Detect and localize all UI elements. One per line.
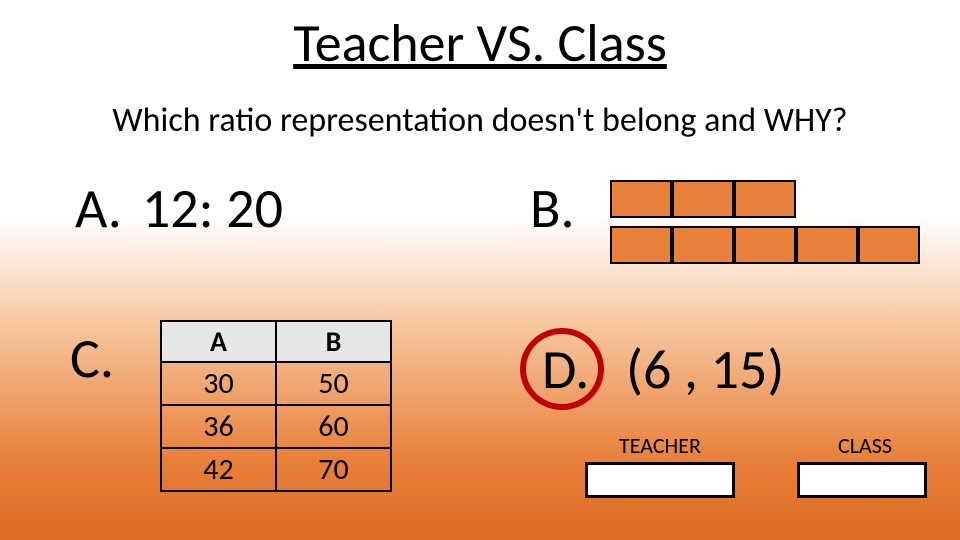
- bar-cell: [734, 226, 796, 264]
- option-d-value: (6 , 15): [626, 336, 784, 404]
- teacher-label: TEACHER: [560, 432, 760, 459]
- option-b-label[interactable]: B.: [530, 175, 575, 243]
- score-labels: TEACHER CLASS: [560, 432, 930, 459]
- class-score-input[interactable]: [797, 462, 927, 498]
- table-cell: 60: [276, 405, 391, 448]
- table-cell: 36: [161, 405, 276, 448]
- bar-cell: [610, 226, 672, 264]
- option-c-table[interactable]: AB 305036604270: [160, 320, 392, 492]
- bar-row-1: [610, 180, 920, 218]
- bar-cell: [796, 226, 858, 264]
- class-label: CLASS: [800, 432, 930, 459]
- option-b-bars[interactable]: [610, 180, 920, 272]
- bar-cell: [672, 226, 734, 264]
- table-row: 4270: [161, 448, 391, 491]
- option-a-value: 12: 20: [142, 175, 283, 243]
- teacher-score-input[interactable]: [585, 462, 735, 498]
- table-row: 3050: [161, 362, 391, 405]
- option-d-label: D.: [542, 336, 589, 404]
- bar-cell: [858, 226, 920, 264]
- bar-cell: [734, 180, 796, 218]
- bar-row-2: [610, 226, 920, 264]
- table-cell: 42: [161, 448, 276, 491]
- page-title: Teacher VS. Class: [0, 10, 960, 76]
- option-a[interactable]: A. 12: 20: [75, 175, 283, 243]
- table-header: A: [161, 321, 276, 362]
- bar-cell: [672, 180, 734, 218]
- table-header-row: AB: [161, 321, 391, 362]
- table-cell: 50: [276, 362, 391, 405]
- table-header: B: [276, 321, 391, 362]
- bar-cell: [610, 180, 672, 218]
- question-text: Which ratio representation doesn't belon…: [0, 100, 960, 141]
- option-c-label[interactable]: C.: [70, 325, 114, 393]
- table-cell: 70: [276, 448, 391, 491]
- slide-stage: Teacher VS. Class Which ratio representa…: [0, 0, 960, 540]
- option-d[interactable]: D. (6 , 15): [530, 330, 784, 410]
- table-cell: 30: [161, 362, 276, 405]
- table-row: 3660: [161, 405, 391, 448]
- score-boxes: [560, 462, 927, 498]
- option-a-label: A.: [75, 175, 122, 243]
